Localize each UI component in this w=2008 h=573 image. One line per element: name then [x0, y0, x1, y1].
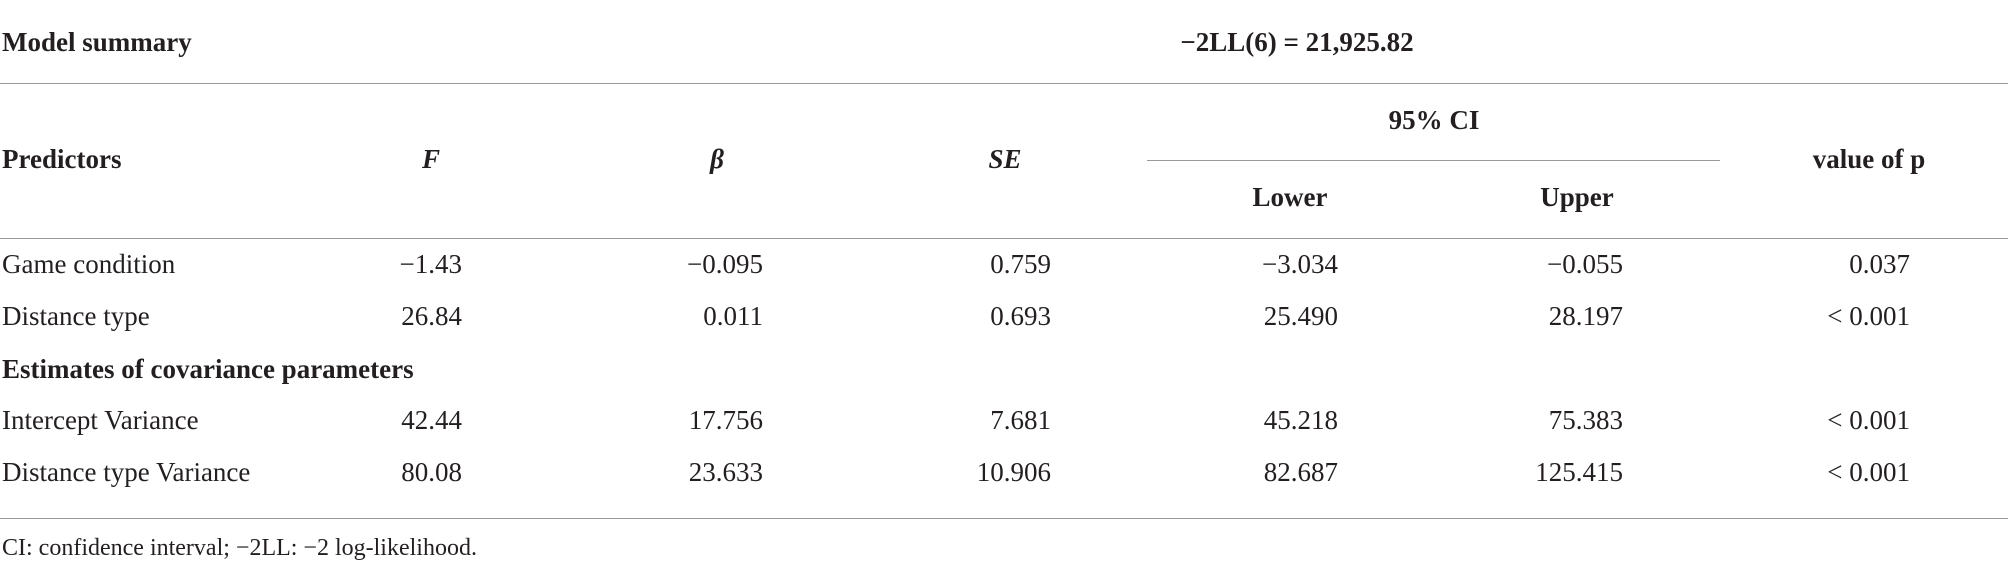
- cell: 0.759: [990, 249, 1051, 279]
- cell: 82.687: [1263, 457, 1338, 487]
- cell: −0.095: [687, 249, 763, 279]
- cell: 10.906: [976, 457, 1051, 487]
- cell: 80.08: [401, 457, 462, 487]
- column-header: Upper: [1540, 182, 1614, 212]
- cell: 23.633: [688, 457, 763, 487]
- rule: [0, 238, 2008, 239]
- column-header: Lower: [1252, 182, 1328, 212]
- column-header: Predictors: [2, 144, 122, 174]
- column-header: value of p: [1812, 144, 1926, 174]
- cell: 75.383: [1548, 405, 1623, 435]
- cell: 0.693: [990, 301, 1051, 331]
- cell: −3.034: [1262, 249, 1338, 279]
- cell: −1.43: [399, 249, 462, 279]
- column-header: SE: [988, 144, 1022, 174]
- title: Model summary: [2, 27, 192, 57]
- cell: 0.011: [703, 301, 763, 331]
- cell: 17.756: [688, 405, 763, 435]
- cell: 7.681: [990, 405, 1051, 435]
- cell: < 0.001: [1827, 301, 1910, 331]
- cell: 45.218: [1263, 405, 1338, 435]
- column-header: F: [421, 144, 441, 174]
- row-label: Distance type Variance: [2, 457, 251, 487]
- cell: < 0.001: [1827, 405, 1910, 435]
- rule: [1147, 160, 1720, 161]
- cell: 25.490: [1263, 301, 1338, 331]
- row-label: Intercept Variance: [2, 405, 199, 435]
- cell: 42.44: [401, 405, 462, 435]
- footnote: CI: confidence interval; −2LL: −2 log-li…: [2, 535, 477, 561]
- cell: 125.415: [1535, 457, 1623, 487]
- row-label: Distance type: [2, 301, 150, 331]
- rule: [0, 83, 2008, 84]
- rule: [0, 518, 2008, 519]
- section-label: Estimates of covariance parameters: [2, 354, 414, 384]
- row-label: Game condition: [2, 249, 176, 279]
- cell: 0.037: [1849, 249, 1910, 279]
- cell: −0.055: [1547, 249, 1623, 279]
- group-header: 95% CI: [1388, 105, 1480, 135]
- model-statistic: −2LL(6) = 21,925.82: [1180, 27, 1414, 57]
- cell: 28.197: [1548, 301, 1623, 331]
- column-header: β: [710, 144, 724, 174]
- cell: < 0.001: [1827, 457, 1910, 487]
- cell: 26.84: [401, 301, 462, 331]
